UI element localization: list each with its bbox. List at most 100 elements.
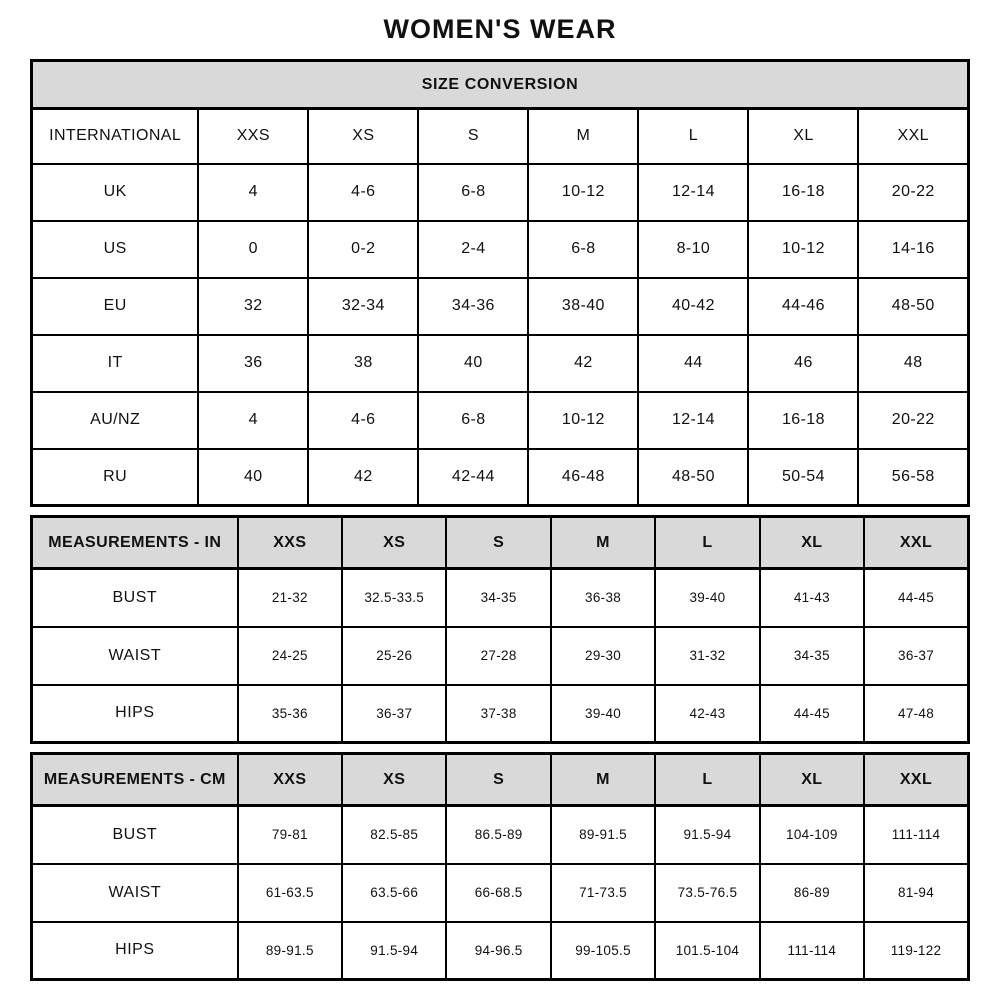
table-cell: 48	[857, 333, 970, 393]
column-header: XXL	[857, 107, 970, 165]
size-conversion-table: SIZE CONVERSION INTERNATIONAL XXS XS S M…	[30, 59, 970, 507]
table-cell: 119-122	[863, 920, 970, 981]
table-cell: 40-42	[637, 276, 750, 336]
column-header: L	[654, 515, 761, 570]
table-cell: 4	[197, 162, 310, 222]
table-cell: 111-114	[863, 804, 970, 865]
table-cell: 36	[197, 333, 310, 393]
table-row: BUST 21-32 32.5-33.5 34-35 36-38 39-40 41-43 44…	[30, 567, 970, 628]
table-cell: 101.5-104	[654, 920, 761, 981]
column-header: S	[445, 515, 552, 570]
table-cell: 91.5-94	[654, 804, 761, 865]
table-cell: 86-89	[758, 862, 866, 923]
table-cell: 37-38	[445, 683, 552, 744]
column-header: XXS	[236, 515, 344, 570]
table-cell: 82.5-85	[341, 804, 448, 865]
column-header: S	[417, 107, 530, 165]
table-cell: 0	[197, 219, 310, 279]
table-cell: 48-50	[637, 447, 750, 507]
column-header: XS	[307, 107, 420, 165]
table-cell: 48-50	[857, 276, 970, 336]
row-label: US	[30, 219, 200, 279]
table-cell: 27-28	[445, 625, 552, 686]
table-banner-row: SIZE CONVERSION	[30, 59, 970, 110]
table-cell: 24-25	[236, 625, 344, 686]
table-cell: 56-58	[857, 447, 970, 507]
row-label: EU	[30, 276, 200, 336]
table-row: RU 40 42 42-44 46-48 48-50 50-54 56-58	[30, 447, 970, 507]
table-row: UK 4 4-6 6-8 10-12 12-14 16-18 20-22	[30, 162, 970, 222]
column-header: XL	[758, 752, 866, 807]
table-cell: 104-109	[758, 804, 866, 865]
table-cell: 42	[307, 447, 420, 507]
table-banner: MEASUREMENTS - CM	[30, 752, 239, 807]
row-label: UK	[30, 162, 200, 222]
row-label: BUST	[30, 804, 239, 865]
table-cell: 32.5-33.5	[341, 567, 448, 628]
column-header: L	[637, 107, 750, 165]
table-cell: 16-18	[747, 390, 860, 450]
table-cell: 36-37	[341, 683, 448, 744]
table-cell: 12-14	[637, 390, 750, 450]
table-cell: 20-22	[857, 390, 970, 450]
table-row: WAIST 24-25 25-26 27-28 29-30 31-32 34-35 36-37	[30, 625, 970, 686]
table-cell: 44-45	[863, 567, 970, 628]
table-cell: 86.5-89	[445, 804, 552, 865]
column-header: M	[527, 107, 640, 165]
column-header: XL	[747, 107, 860, 165]
table-cell: 44-45	[758, 683, 866, 744]
row-header-label: INTERNATIONAL	[30, 107, 200, 165]
table-cell: 89-91.5	[549, 804, 657, 865]
table-row: AU/NZ 4 4-6 6-8 10-12 12-14 16-18 20-22	[30, 390, 970, 450]
table-cell: 36-37	[863, 625, 970, 686]
table-cell: 111-114	[758, 920, 866, 981]
table-cell: 44-46	[747, 276, 860, 336]
column-header: M	[549, 752, 657, 807]
table-cell: 47-48	[863, 683, 970, 744]
table-cell: 99-105.5	[549, 920, 657, 981]
table-cell: 6-8	[417, 162, 530, 222]
table-row: IT 36 38 40 42 44 46 48	[30, 333, 970, 393]
table-cell: 10-12	[747, 219, 860, 279]
table-cell: 63.5-66	[341, 862, 448, 923]
table-cell: 42	[527, 333, 640, 393]
row-label: WAIST	[30, 625, 239, 686]
table-cell: 21-32	[236, 567, 344, 628]
table-cell: 91.5-94	[341, 920, 448, 981]
column-header-row: MEASUREMENTS - IN XXS XS S M L XL XXL	[30, 515, 970, 570]
table-cell: 8-10	[637, 219, 750, 279]
measurements-cm-table: MEASUREMENTS - CM XXS XS S M L XL XXL BU…	[30, 752, 970, 981]
table-cell: 66-68.5	[445, 862, 552, 923]
table-cell: 79-81	[236, 804, 344, 865]
table-cell: 34-36	[417, 276, 530, 336]
column-header: XXL	[863, 515, 970, 570]
row-label: HIPS	[30, 920, 239, 981]
table-row: WAIST 61-63.5 63.5-66 66-68.5 71-73.5 73.5-76…	[30, 862, 970, 923]
table-cell: 2-4	[417, 219, 530, 279]
table-cell: 89-91.5	[236, 920, 344, 981]
table-cell: 39-40	[549, 683, 657, 744]
table-row: BUST 79-81 82.5-85 86.5-89 89-91.5 91.5-94 104…	[30, 804, 970, 865]
table-cell: 4-6	[307, 390, 420, 450]
measurements-in-table: MEASUREMENTS - IN XXS XS S M L XL XXL BU…	[30, 515, 970, 744]
table-cell: 14-16	[857, 219, 970, 279]
table-cell: 20-22	[857, 162, 970, 222]
table-cell: 31-32	[654, 625, 761, 686]
table-row: EU 32 32-34 34-36 38-40 40-42 44-46 48-50	[30, 276, 970, 336]
column-header: XS	[341, 515, 448, 570]
table-cell: 34-35	[445, 567, 552, 628]
table-cell: 38-40	[527, 276, 640, 336]
column-header: S	[445, 752, 552, 807]
table-cell: 81-94	[863, 862, 970, 923]
table-cell: 46	[747, 333, 860, 393]
row-label: RU	[30, 447, 200, 507]
column-header: XS	[341, 752, 448, 807]
table-cell: 41-43	[758, 567, 866, 628]
row-label: AU/NZ	[30, 390, 200, 450]
column-header: XXS	[236, 752, 344, 807]
table-cell: 29-30	[549, 625, 657, 686]
table-cell: 12-14	[637, 162, 750, 222]
table-cell: 40	[197, 447, 310, 507]
table-cell: 6-8	[527, 219, 640, 279]
